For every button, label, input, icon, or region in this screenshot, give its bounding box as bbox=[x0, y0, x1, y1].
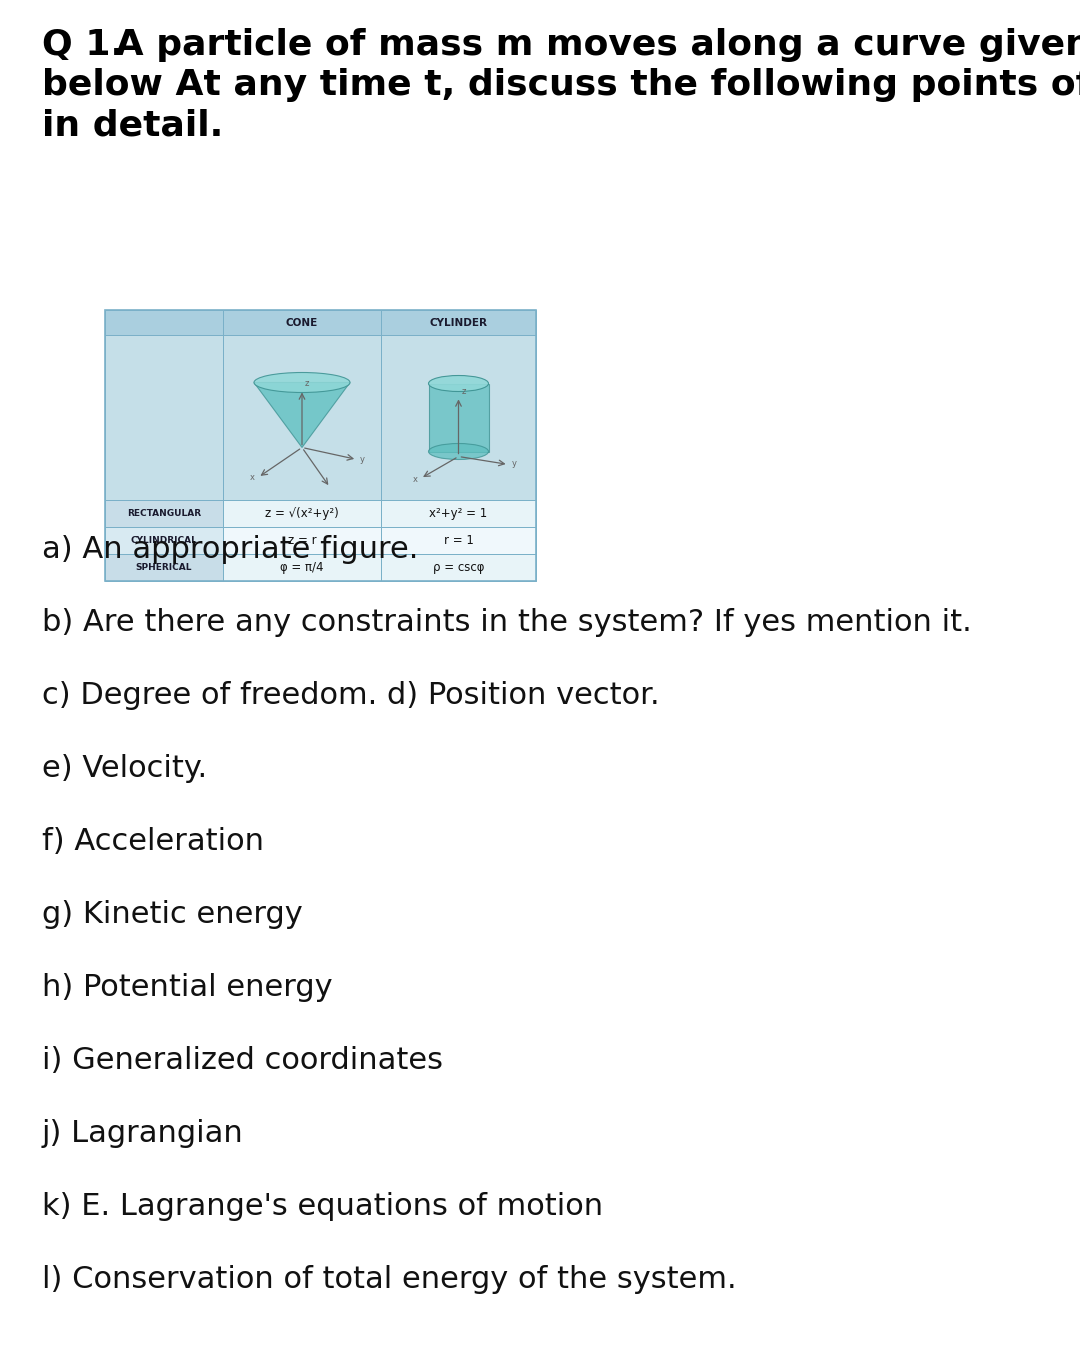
Text: x²+y² = 1: x²+y² = 1 bbox=[430, 507, 488, 519]
Bar bbox=[381, 500, 536, 527]
Polygon shape bbox=[254, 383, 350, 448]
Text: SPHERICAL: SPHERICAL bbox=[136, 563, 192, 572]
Text: RECTANGULAR: RECTANGULAR bbox=[127, 509, 201, 518]
Bar bbox=[222, 527, 381, 554]
Text: z: z bbox=[305, 379, 309, 387]
Text: in detail.: in detail. bbox=[42, 109, 224, 143]
Text: φ = π/4: φ = π/4 bbox=[280, 561, 324, 575]
Text: ρ = cscφ: ρ = cscφ bbox=[433, 561, 484, 575]
Bar bbox=[105, 335, 222, 500]
Ellipse shape bbox=[254, 372, 350, 393]
Text: z = r: z = r bbox=[287, 534, 316, 546]
Text: below At any time t, discuss the following points of the system: below At any time t, discuss the followi… bbox=[42, 69, 1080, 103]
Bar bbox=[381, 310, 536, 335]
Bar bbox=[105, 527, 222, 554]
Text: l) Conservation of total energy of the system.: l) Conservation of total energy of the s… bbox=[42, 1265, 737, 1294]
Text: r = 1: r = 1 bbox=[444, 534, 473, 546]
Bar bbox=[381, 554, 536, 581]
Bar bbox=[222, 310, 381, 335]
Text: x: x bbox=[413, 475, 418, 483]
Bar bbox=[381, 335, 536, 500]
Ellipse shape bbox=[429, 444, 488, 460]
Text: i) Generalized coordinates: i) Generalized coordinates bbox=[42, 1045, 443, 1075]
Text: CYLINDRICAL: CYLINDRICAL bbox=[131, 536, 198, 545]
Ellipse shape bbox=[429, 375, 488, 391]
Text: z = √(x²+y²): z = √(x²+y²) bbox=[265, 507, 339, 519]
Bar bbox=[381, 527, 536, 554]
Bar bbox=[105, 554, 222, 581]
Bar bbox=[105, 310, 536, 581]
Text: y: y bbox=[360, 455, 365, 464]
Text: x: x bbox=[249, 472, 255, 482]
Text: z: z bbox=[461, 387, 465, 395]
Text: f) Acceleration: f) Acceleration bbox=[42, 827, 264, 857]
Text: CYLINDER: CYLINDER bbox=[430, 317, 487, 328]
Bar bbox=[105, 500, 222, 527]
Bar bbox=[105, 310, 222, 335]
Bar bbox=[222, 500, 381, 527]
Text: j) Lagrangian: j) Lagrangian bbox=[42, 1120, 244, 1148]
Text: CONE: CONE bbox=[286, 317, 319, 328]
Text: k) E. Lagrange's equations of motion: k) E. Lagrange's equations of motion bbox=[42, 1193, 603, 1221]
Text: e) Velocity.: e) Velocity. bbox=[42, 754, 207, 782]
Text: c) Degree of freedom. d) Position vector.: c) Degree of freedom. d) Position vector… bbox=[42, 681, 660, 710]
Text: a) An appropriate figure.: a) An appropriate figure. bbox=[42, 536, 418, 564]
Text: A particle of mass m moves along a curve given in the table: A particle of mass m moves along a curve… bbox=[103, 28, 1080, 62]
Bar bbox=[429, 383, 488, 452]
Text: y: y bbox=[512, 460, 516, 468]
Text: g) Kinetic energy: g) Kinetic energy bbox=[42, 900, 302, 929]
Text: h) Potential energy: h) Potential energy bbox=[42, 973, 333, 1002]
Bar bbox=[222, 335, 381, 500]
Text: b) Are there any constraints in the system? If yes mention it.: b) Are there any constraints in the syst… bbox=[42, 608, 972, 637]
Bar bbox=[222, 554, 381, 581]
Text: Q 1.: Q 1. bbox=[42, 28, 124, 62]
